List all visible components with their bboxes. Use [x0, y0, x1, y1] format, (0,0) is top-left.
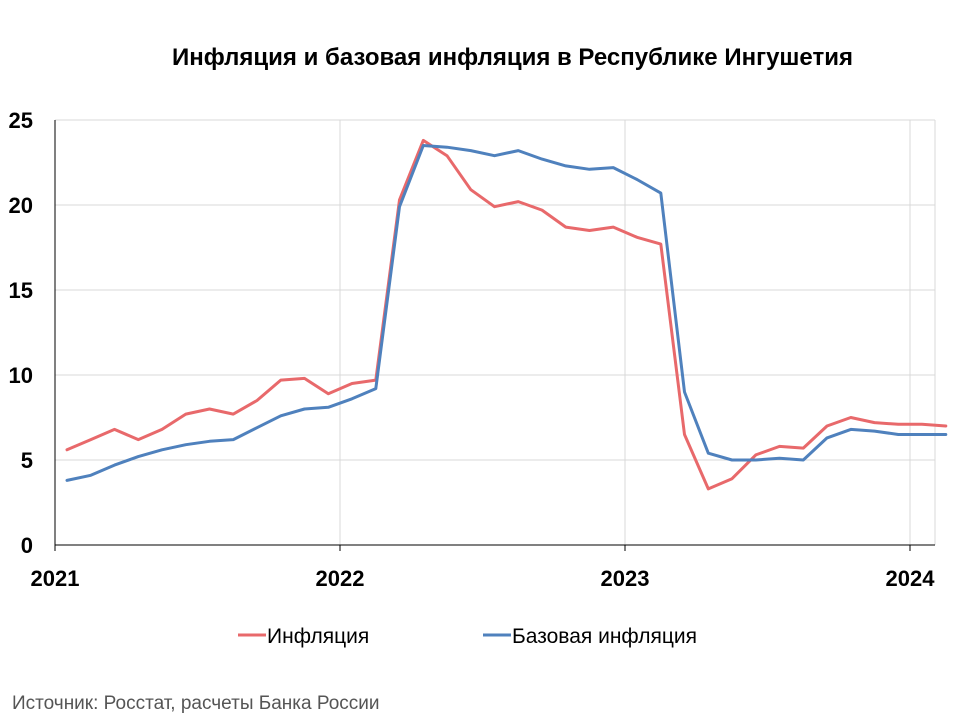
- legend-label-inflation: Инфляция: [267, 625, 369, 648]
- y-tick-label-10: 10: [9, 363, 33, 388]
- y-axis-ticks: 0 5 10 15 20 25: [9, 108, 33, 558]
- x-tick-label-2023: 2023: [601, 566, 650, 591]
- series-line-inflation: [65, 138, 948, 491]
- x-tick-label-2022: 2022: [316, 566, 365, 591]
- series-line-core-inflation: [65, 144, 948, 482]
- x-axis-ticks: 2021 2022 2023 2024: [31, 566, 936, 591]
- source-note: Источник: Росстат, расчеты Банка России: [12, 693, 380, 714]
- chart-title: Инфляция и базовая инфляция в Республике…: [172, 44, 853, 71]
- series-lines: [65, 138, 948, 491]
- y-tick-label-25: 25: [9, 108, 33, 133]
- y-tick-label-15: 15: [9, 278, 33, 303]
- y-tick-label-0: 0: [21, 533, 33, 558]
- axes: [54, 120, 935, 551]
- gridlines: [55, 119, 936, 545]
- legend: Инфляция Базовая инфляция: [238, 625, 697, 648]
- legend-label-core-inflation: Базовая инфляция: [512, 625, 697, 648]
- y-tick-label-20: 20: [9, 193, 33, 218]
- x-tick-label-2021: 2021: [31, 566, 80, 591]
- y-tick-label-5: 5: [21, 448, 33, 473]
- x-tick-label-2024: 2024: [886, 566, 936, 591]
